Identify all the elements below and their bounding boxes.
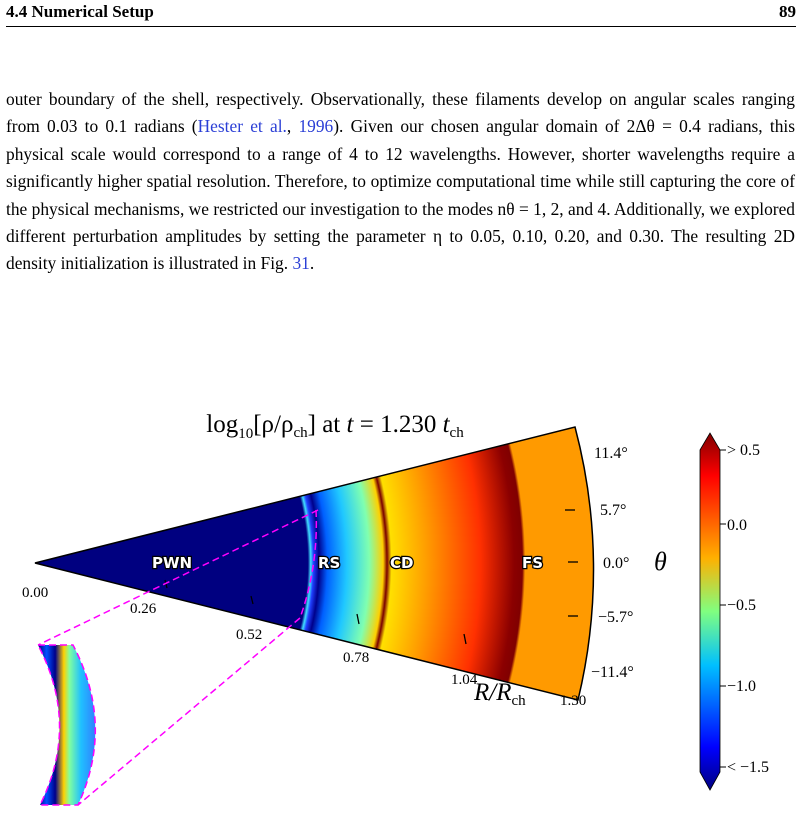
figure-title: log10[ρ/ρch] at t = 1.230 tch [206, 411, 464, 442]
text: 10 [238, 426, 253, 442]
colorbar-labels: > 0.5 0.0 −0.5 −1.0 < −1.5 [727, 442, 769, 776]
theta-tick-label: 5.7° [600, 502, 626, 519]
colorbar-label: −1.0 [727, 678, 756, 695]
zoom-lines [37, 509, 319, 806]
colorbar [699, 432, 721, 791]
inset-zoom [36, 644, 96, 806]
colorbar-label: −0.5 [727, 597, 756, 614]
region-label: RS [318, 554, 340, 572]
text: t [443, 411, 451, 438]
text: ch [450, 425, 465, 441]
colorbar-label: < −1.5 [727, 759, 769, 776]
colorbar-label: 0.0 [727, 517, 747, 534]
theta-tick-label: −5.7° [598, 609, 633, 626]
text: ). Given our chosen angular domain of 2Δ… [6, 116, 796, 274]
section-title: 4.4 Numerical Setup [6, 2, 154, 21]
region-label: FS [522, 554, 543, 572]
theta-tick-labels: 11.4° 5.7° 0.0° −5.7° −11.4° [591, 445, 634, 681]
text: = 1.230 [353, 411, 442, 438]
theta-tick-label: 0.0° [603, 555, 629, 572]
colorbar-label: > 0.5 [727, 442, 760, 459]
paragraph: outer boundary of the shell, respectivel… [6, 86, 795, 278]
citation[interactable]: Hester et al. [197, 116, 287, 137]
figure-ref[interactable]: 31 [292, 253, 310, 274]
theta-tick-label: 11.4° [594, 445, 628, 462]
text: outer boundary of the shell, respectivel… [6, 89, 795, 137]
r-tick-label: 0.00 [22, 585, 48, 601]
text: log [206, 411, 238, 438]
page-number: 89 [779, 2, 796, 21]
region-label: CD [390, 554, 413, 572]
text: ch [293, 425, 308, 441]
ticks [164, 509, 578, 645]
r-tick-labels: 0.00 0.26 0.52 0.78 1.04 1.30 [22, 585, 586, 709]
r-axis-label: R/Rch [473, 679, 526, 709]
text: . [309, 253, 315, 274]
text: ] at [308, 411, 347, 438]
citation[interactable]: 1996 [298, 116, 334, 137]
colorbar-ticks [720, 449, 726, 768]
theta-axis-label: θ [654, 547, 667, 576]
text: t [347, 411, 355, 438]
text: R/R [473, 679, 512, 706]
theta-tick-label: −11.4° [591, 664, 634, 681]
region-label: PWN [152, 554, 192, 572]
r-tick-label: 0.52 [236, 627, 262, 643]
header: 4.4 Numerical Setup 89 [6, 2, 796, 27]
r-tick-label: 1.04 [451, 672, 478, 688]
r-tick-label: 0.26 [130, 601, 157, 617]
r-tick-label: 1.30 [560, 693, 586, 709]
r-tick-label: 0.78 [343, 650, 369, 666]
text: [ρ/ρ [253, 411, 293, 438]
text: ch [512, 693, 527, 709]
density-wedge [34, 426, 595, 701]
text: , [286, 116, 299, 137]
